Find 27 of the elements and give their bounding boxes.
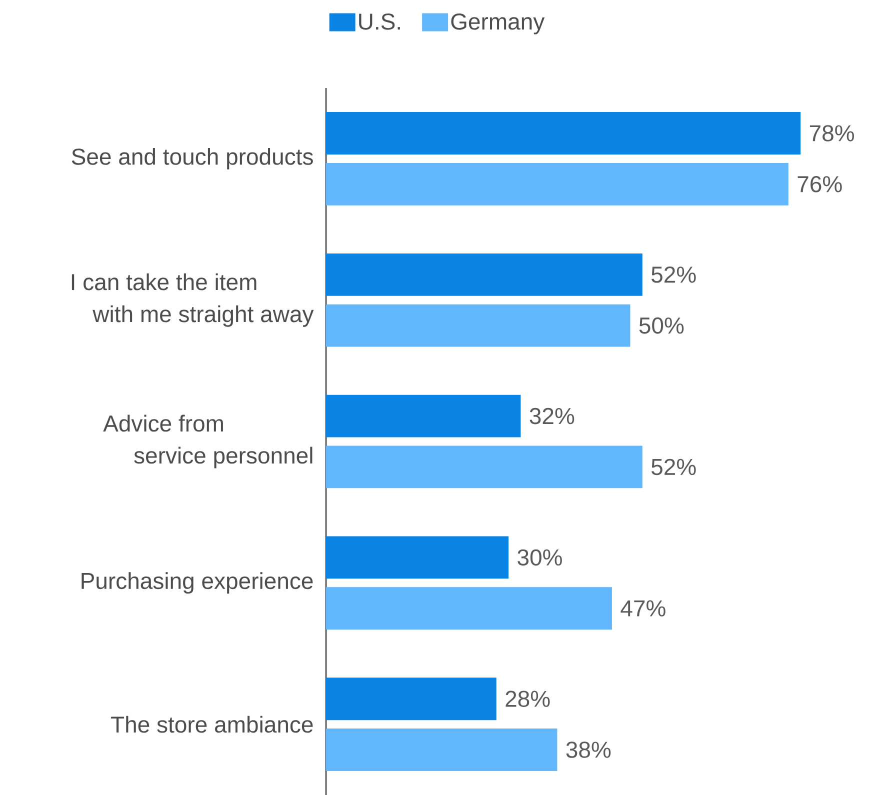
y-tick-label: Purchasing experience [82, 572, 313, 594]
legend-label: U.S. [359, 13, 400, 30]
data-label: 32% [530, 408, 574, 424]
y-tick-label: The store ambiance [111, 716, 313, 733]
data-label: 50% [639, 317, 684, 334]
bar [326, 446, 642, 488]
data-label: 28% [506, 690, 550, 707]
bar [326, 587, 612, 630]
data-label: 38% [566, 742, 611, 758]
y-tick-label: I can take the item with me straight away [72, 273, 314, 327]
legend-label: Germany [451, 13, 545, 34]
data-label: 30% [518, 549, 562, 566]
y-tick-label: See and touch products [72, 148, 313, 170]
data-label: 78% [810, 125, 854, 142]
y-tick-label: Advice from service personnel [103, 414, 312, 468]
bar [326, 162, 788, 206]
bar [326, 728, 558, 771]
data-label: 52% [652, 458, 696, 476]
bar [326, 112, 801, 154]
bar [326, 304, 630, 347]
data-label: 47% [620, 600, 666, 616]
bar [326, 394, 521, 438]
data-label: 76% [798, 176, 842, 192]
bar [326, 678, 496, 720]
bar [326, 253, 642, 296]
bar [326, 536, 509, 579]
data-label: 52% [652, 266, 696, 283]
